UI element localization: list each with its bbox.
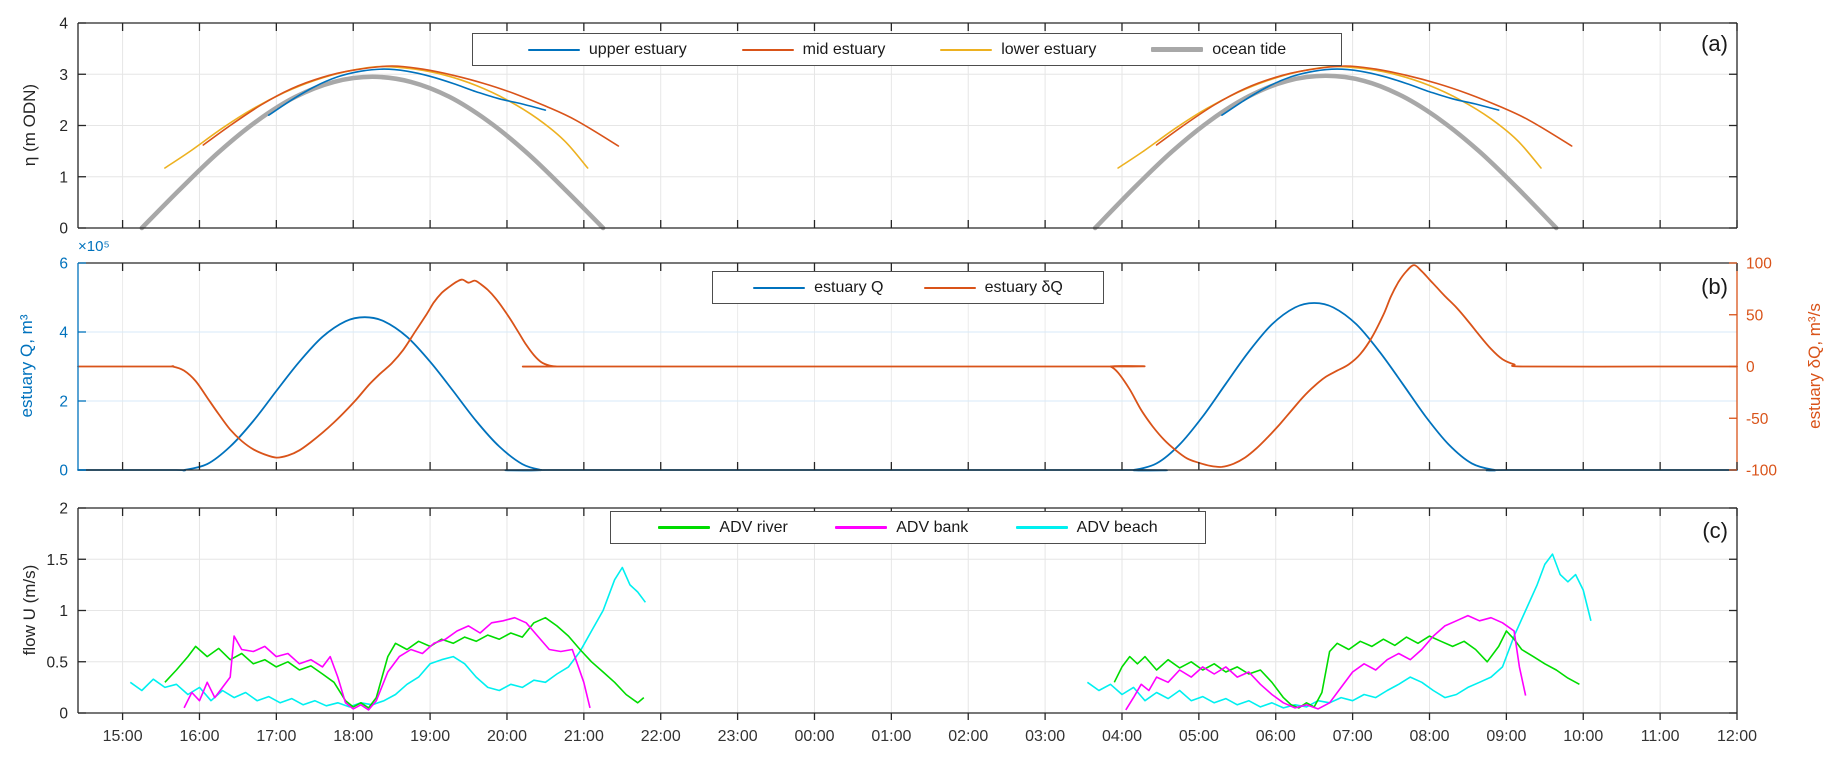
panel-b-legend: estuary Q estuary δQ	[712, 271, 1104, 304]
legend-item: ADV bank	[835, 519, 968, 537]
x-tick-label: 09:00	[1486, 728, 1526, 745]
series-mid-estuary	[202, 65, 620, 147]
x-tick-label: 00:00	[794, 728, 834, 745]
legend-item: estuary δQ	[923, 278, 1063, 297]
x-tick-label: 18:00	[333, 728, 373, 745]
y-tick-label: 0	[59, 706, 68, 723]
x-tick-label: 15:00	[103, 728, 143, 745]
x-tick-label: 08:00	[1409, 728, 1449, 745]
legend-label: ocean tide	[1212, 40, 1287, 58]
y-tick-label: -100	[1746, 463, 1777, 480]
y-tick-label: 2	[59, 118, 68, 135]
series-estuary-q	[77, 302, 1738, 472]
x-tick-label: 03:00	[1025, 728, 1065, 745]
legend-item: ADV river	[658, 518, 788, 537]
y-tick-label: 3	[59, 67, 68, 84]
x-tick-label: 20:00	[487, 728, 527, 745]
y-tick-label: 0.5	[46, 654, 68, 671]
y-tick-label: 0	[1746, 359, 1755, 376]
panel-c-legend: ADV river ADV bank ADV beach	[610, 511, 1206, 544]
series-adv-beach	[129, 566, 647, 708]
y-tick-label: 1.5	[46, 552, 68, 569]
panel-b-label: (b)	[1701, 274, 1728, 299]
y-tick-label: 2	[59, 501, 68, 518]
legend-line-sample	[658, 526, 711, 529]
x-tick-label: 12:00	[1717, 728, 1757, 745]
x-tick-label: 06:00	[1256, 728, 1296, 745]
x-tick-label: 01:00	[871, 728, 911, 745]
series-estuary-δq	[77, 264, 1738, 468]
x-tick-label: 17:00	[256, 728, 296, 745]
legend-item: ocean tide	[1151, 41, 1286, 59]
legend-line-sample	[923, 286, 976, 289]
legend-line-sample	[1151, 47, 1204, 52]
panel-c-label: (c)	[1702, 518, 1728, 543]
y-tick-label: 2	[59, 394, 68, 411]
x-tick-label: 05:00	[1179, 728, 1219, 745]
legend-item: mid estuary	[741, 40, 886, 59]
x-tick-label: 19:00	[410, 728, 450, 745]
x-tick-label: 22:00	[641, 728, 681, 745]
legend-line-sample	[527, 48, 580, 51]
legend-item: ADV beach	[1015, 518, 1158, 537]
legend-label: mid estuary	[802, 40, 886, 58]
legend-line-sample	[753, 286, 806, 289]
y-tick-label: -50	[1746, 411, 1769, 428]
series-upper-estuary	[1221, 68, 1500, 116]
legend-label: ADV beach	[1076, 518, 1158, 536]
legend-item: estuary Q	[753, 279, 883, 297]
y-tick-label: 0	[59, 221, 68, 238]
y-tick-label: 50	[1746, 307, 1764, 324]
y-tick-label: 0	[59, 463, 68, 480]
legend-label: estuary δQ	[984, 278, 1063, 296]
legend-item: lower estuary	[940, 41, 1096, 59]
series-ocean-tide	[139, 74, 606, 231]
series-ocean-tide	[1092, 73, 1559, 231]
series-adv-river	[164, 616, 645, 709]
legend-line-sample	[741, 48, 794, 51]
y-tick-label: 1	[59, 603, 68, 620]
panel-a-legend: upper estuary mid estuary lower estuary oce…	[472, 33, 1342, 66]
legend-label: upper estuary	[588, 40, 687, 58]
legend-label: ADV bank	[896, 518, 969, 536]
x-tick-label: 23:00	[718, 728, 758, 745]
legend-line-sample	[940, 48, 993, 51]
legend-label: estuary Q	[814, 278, 884, 296]
x-tick-label: 21:00	[564, 728, 604, 745]
y-tick-label: 6	[59, 256, 68, 273]
x-tick-label: 16:00	[179, 728, 219, 745]
legend-line-sample	[835, 526, 888, 529]
legend-line-sample	[1015, 526, 1068, 529]
panel-b-axis-multiplier: ×10⁵	[78, 238, 110, 255]
legend-label: ADV river	[719, 518, 788, 536]
series-adv-bank	[1125, 614, 1527, 711]
panel-a-label: (a)	[1701, 31, 1728, 56]
series-adv-bank	[183, 616, 591, 711]
y-tick-label: 100	[1746, 256, 1772, 273]
x-tick-label: 07:00	[1333, 728, 1373, 745]
y-tick-label: 4	[59, 325, 68, 342]
y-tick-label: 4	[59, 16, 68, 33]
series-upper-estuary	[267, 68, 547, 116]
x-tick-label: 11:00	[1641, 728, 1680, 745]
legend-label: lower estuary	[1001, 40, 1097, 58]
x-tick-label: 02:00	[948, 728, 988, 745]
series-adv-beach	[1086, 553, 1592, 709]
x-tick-label: 10:00	[1563, 728, 1603, 745]
legend-item: upper estuary	[527, 40, 687, 59]
y-tick-label: 1	[59, 169, 68, 186]
x-tick-label: 04:00	[1102, 728, 1142, 745]
series-adv-river	[1113, 630, 1580, 709]
series-mid-estuary	[1155, 65, 1573, 147]
